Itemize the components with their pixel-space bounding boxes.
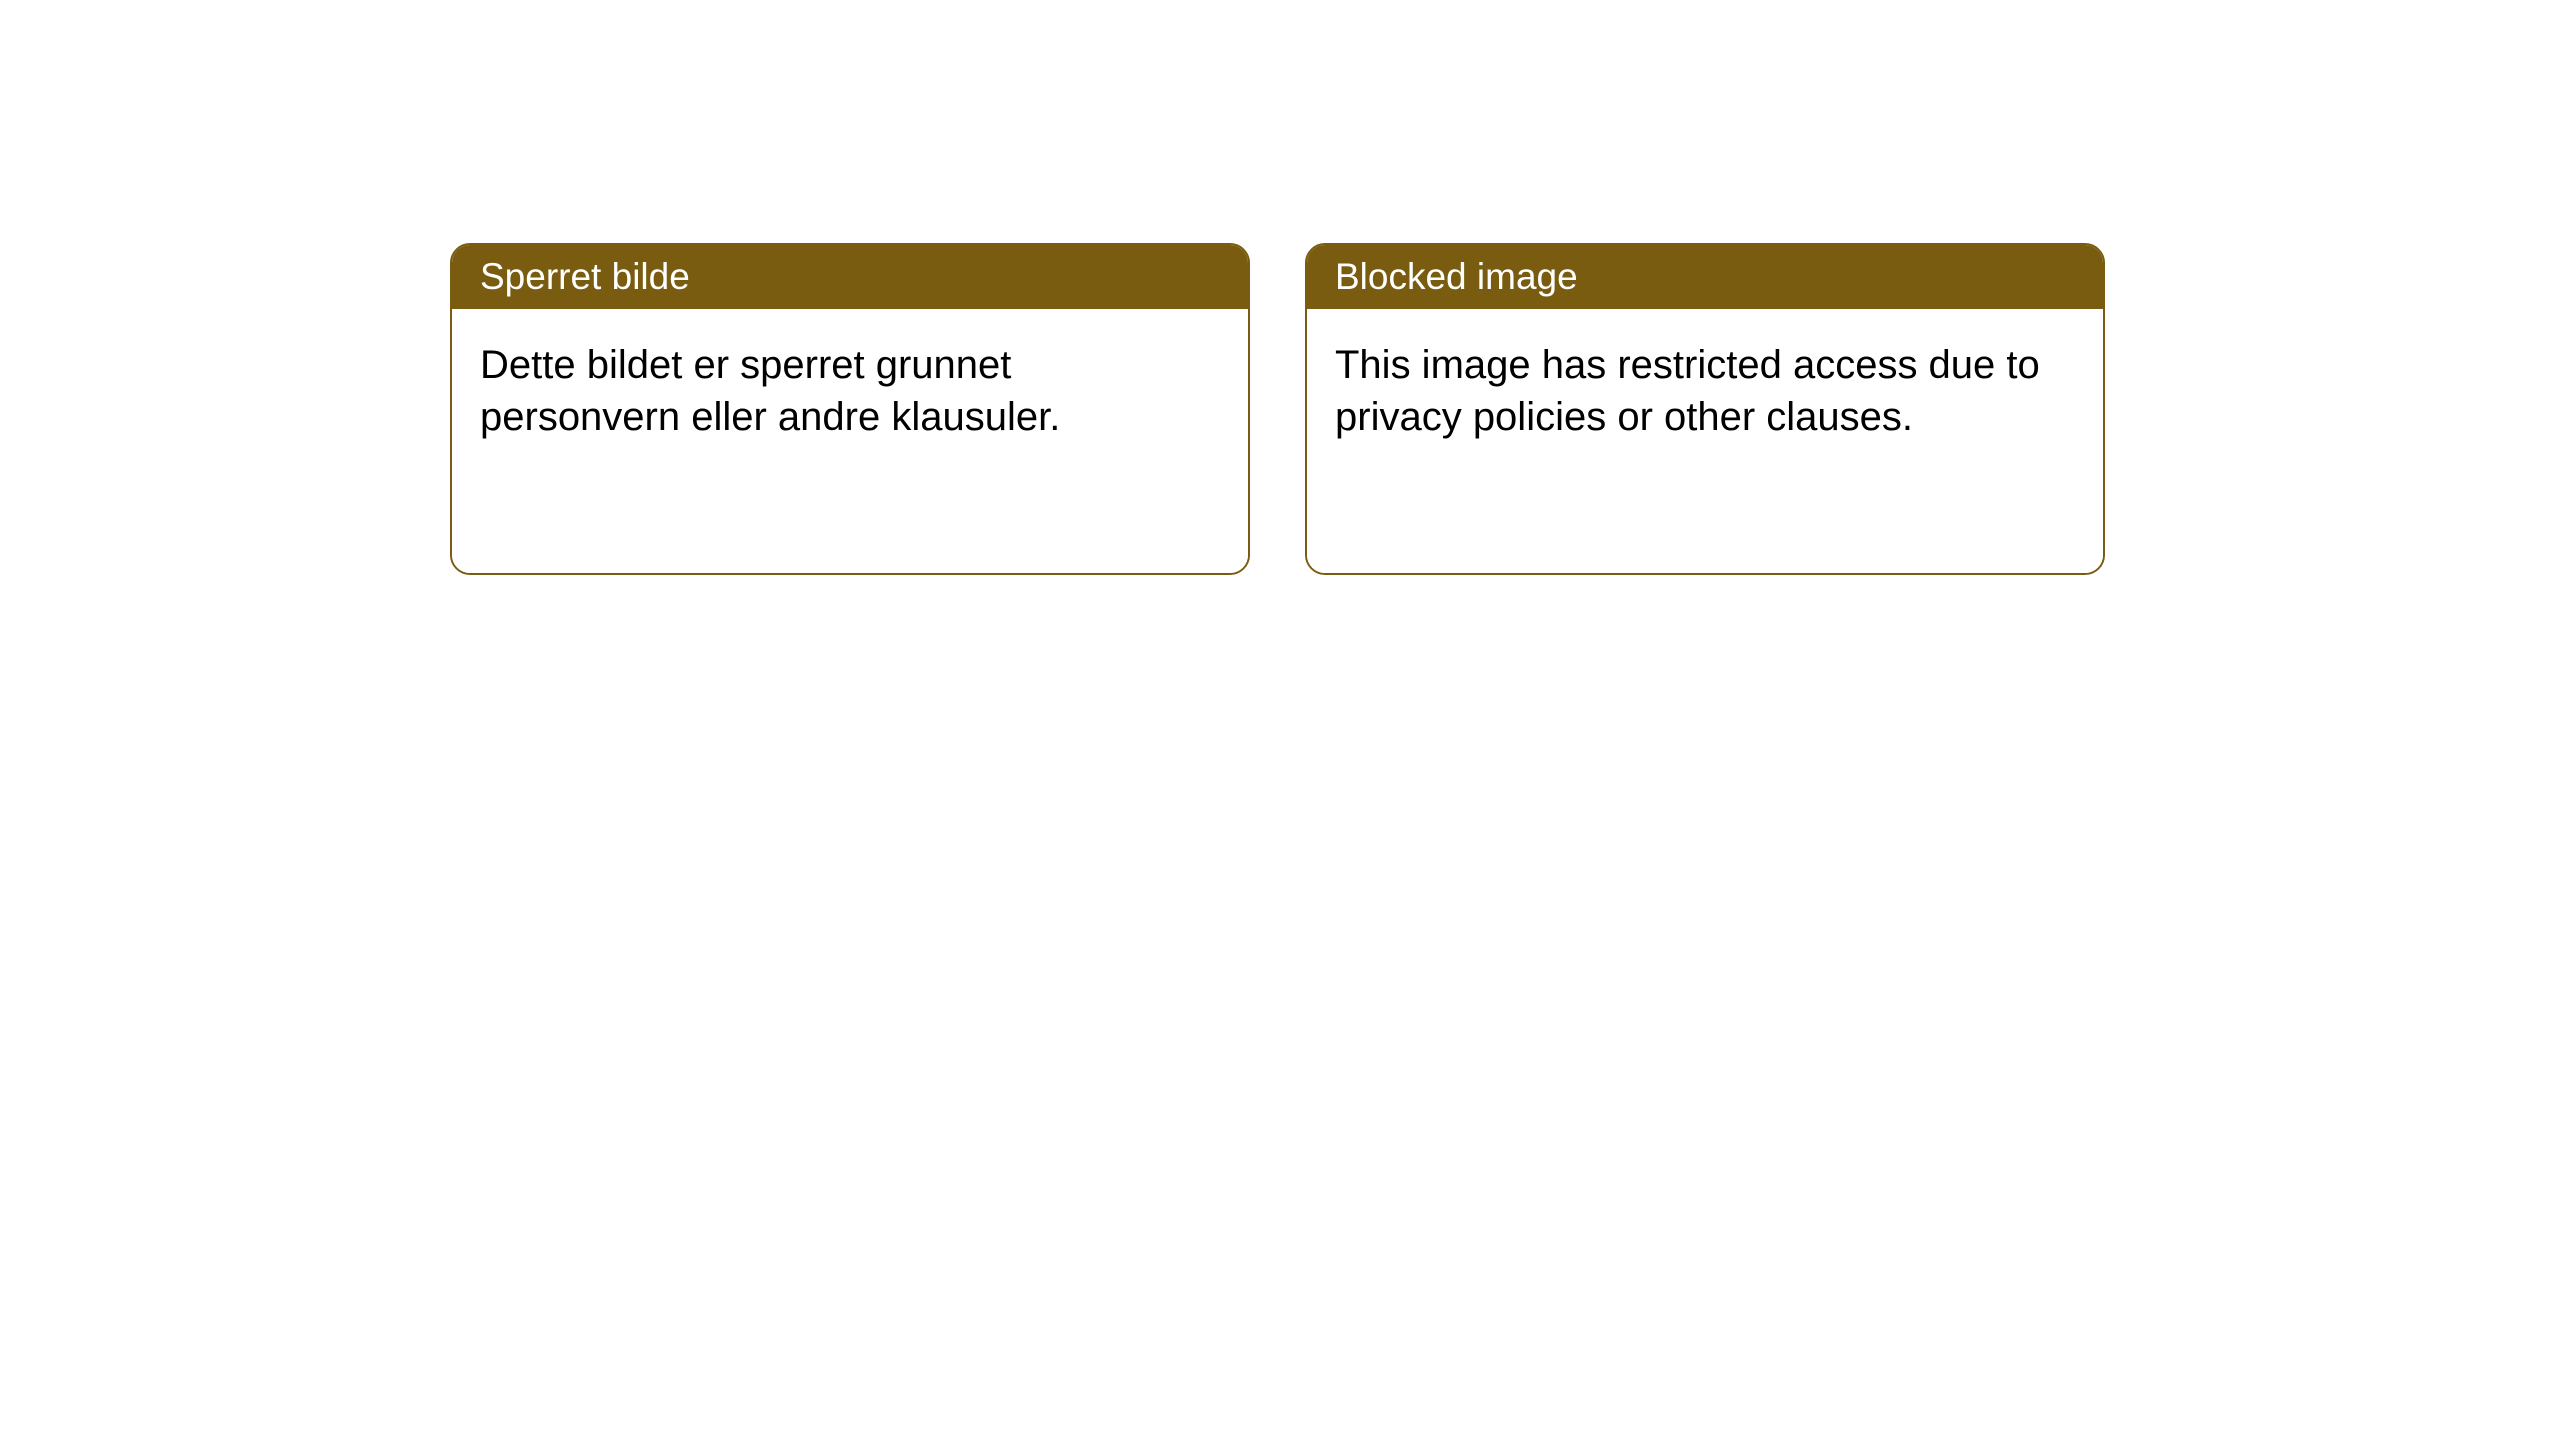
notice-header-left: Sperret bilde <box>452 245 1248 309</box>
notice-card-right: Blocked image This image has restricted … <box>1305 243 2105 575</box>
notice-header-right: Blocked image <box>1307 245 2103 309</box>
notice-container: Sperret bilde Dette bildet er sperret gr… <box>450 243 2105 575</box>
notice-card-left: Sperret bilde Dette bildet er sperret gr… <box>450 243 1250 575</box>
notice-body-right: This image has restricted access due to … <box>1307 309 2103 573</box>
notice-body-left: Dette bildet er sperret grunnet personve… <box>452 309 1248 573</box>
